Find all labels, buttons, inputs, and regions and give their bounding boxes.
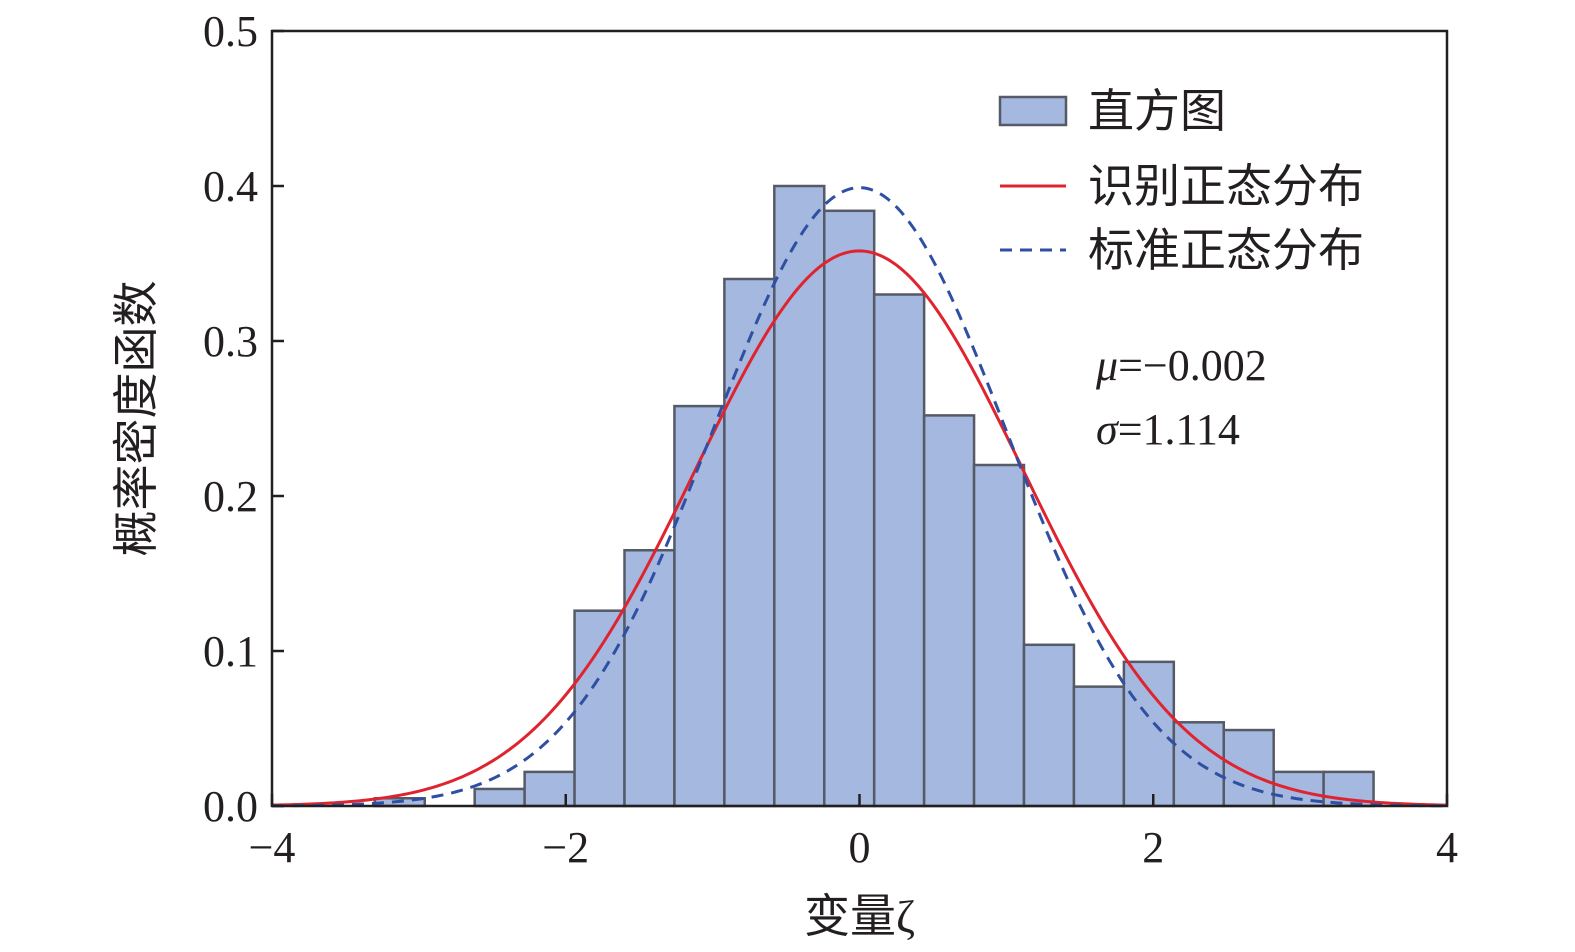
histogram-bar [823, 209, 876, 808]
axis-ticks: −4 −2 0 2 4 0.0 0.1 0.2 0.3 0.4 0.5 [203, 7, 1458, 872]
y-tick-label: 0.4 [203, 162, 258, 211]
x-tick-label: 0 [849, 823, 871, 872]
density-curves [271, 186, 1448, 808]
y-axis-title: 概率密度函数 [111, 281, 162, 557]
y-tick-label: 0.2 [203, 472, 258, 521]
histogram-bar [1072, 685, 1126, 808]
histogram-bar [922, 414, 976, 808]
x-tick-label: −4 [249, 823, 296, 872]
histogram-bar [1022, 643, 1076, 808]
x-tick-label: −2 [542, 823, 589, 872]
legend-standard-label: 标准正态分布 [1088, 225, 1364, 276]
y-tick-label: 0.0 [203, 782, 258, 831]
y-tick-label: 0.3 [203, 317, 258, 366]
histogram-bar [773, 184, 826, 808]
histogram-bars [373, 184, 1375, 808]
histogram-bar [623, 549, 676, 808]
histogram-bar [723, 277, 776, 808]
y-tick-label: 0.1 [203, 627, 258, 676]
legend-histogram-label: 直方图 [1088, 86, 1226, 137]
histogram-bar [523, 770, 576, 808]
histogram-bar [872, 293, 926, 808]
x-axis-title: 变量ζ [804, 891, 915, 942]
parameter-annotations: μ=−0.002 σ=1.114 [1095, 341, 1267, 454]
sigma-annotation: σ=1.114 [1096, 405, 1240, 454]
histogram-bar [1122, 660, 1176, 808]
x-tick-label: 4 [1436, 823, 1458, 872]
fitted-normal-curve [271, 249, 1448, 807]
mu-annotation: μ=−0.002 [1095, 341, 1267, 390]
y-tick-label: 0.5 [203, 7, 258, 56]
x-tick-label: 2 [1142, 823, 1164, 872]
legend-histogram-swatch [998, 95, 1068, 127]
legend-fitted-label: 识别正态分布 [1088, 161, 1364, 212]
histogram-bar [972, 463, 1026, 808]
histogram-bar [1222, 728, 1275, 808]
histogram-bar [473, 787, 526, 808]
histogram-bar [573, 609, 626, 808]
